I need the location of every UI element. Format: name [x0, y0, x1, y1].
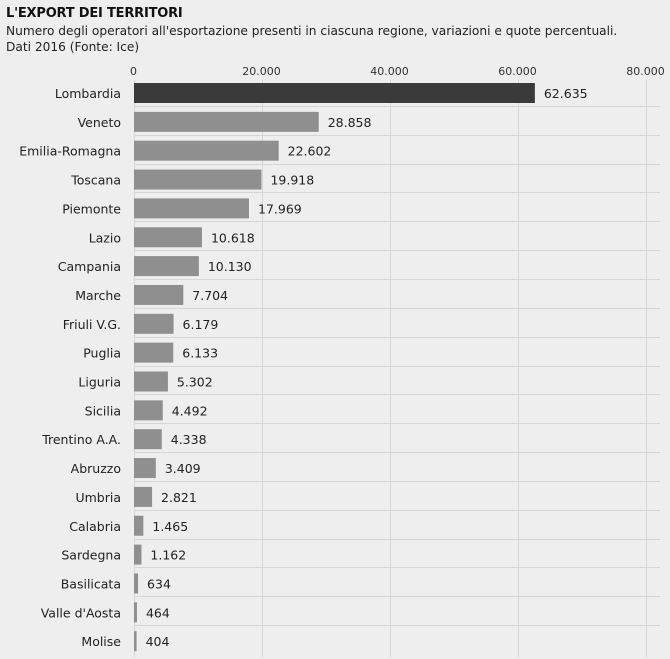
bar: [134, 631, 137, 652]
x-tick-label: 60.000: [498, 65, 537, 78]
x-tick-label: 80.000: [626, 65, 665, 78]
value-label: 1.465: [152, 519, 188, 534]
subtitle-line-1: Numero degli operatori all'esportazione …: [6, 24, 618, 38]
grid-lines: [134, 80, 660, 657]
x-tick-label: 40.000: [370, 65, 409, 78]
value-label: 28.858: [328, 115, 372, 130]
category-label: Lazio: [89, 230, 121, 245]
category-label: Trentino A.A.: [41, 432, 121, 447]
category-label: Piemonte: [62, 201, 121, 216]
value-label: 17.969: [258, 201, 302, 216]
value-label: 10.130: [208, 259, 252, 274]
subtitle-line-2: Dati 2016 (Fonte: Ice): [6, 40, 140, 54]
value-label: 62.635: [544, 86, 588, 101]
category-label: Toscana: [70, 173, 121, 188]
bar: [134, 111, 319, 132]
bar: [134, 256, 199, 277]
category-label: Abruzzo: [71, 461, 121, 476]
category-label: Basilicata: [61, 576, 121, 591]
value-label: 1.162: [150, 548, 186, 563]
category-label: Puglia: [83, 346, 121, 361]
category-label: Sardegna: [61, 548, 121, 563]
value-label: 5.302: [177, 375, 213, 390]
bar: [134, 458, 156, 479]
value-label: 22.602: [288, 144, 332, 159]
value-label: 4.338: [171, 432, 207, 447]
value-label: 2.821: [161, 490, 197, 505]
bar: [134, 140, 279, 161]
bar: [134, 544, 142, 565]
value-label: 404: [146, 634, 170, 649]
bar: [134, 400, 163, 421]
category-label: Valle d'Aosta: [41, 605, 121, 620]
category-label: Liguria: [78, 375, 121, 390]
bar: [134, 602, 137, 623]
category-label: Sicilia: [85, 403, 121, 418]
bar: [134, 284, 184, 305]
bar: [134, 371, 168, 392]
value-label: 4.492: [172, 403, 208, 418]
bar: [134, 429, 162, 450]
value-label: 464: [146, 605, 170, 620]
x-tick-label: 20.000: [242, 65, 281, 78]
bar: [134, 83, 535, 103]
category-label: Veneto: [78, 115, 121, 130]
bar: [134, 198, 250, 219]
value-label: 19.918: [270, 173, 314, 188]
bar: [134, 515, 144, 536]
bar: [134, 486, 153, 507]
chart-title: L'EXPORT DEI TERRITORI: [6, 6, 183, 21]
value-label: 10.618: [211, 230, 255, 245]
category-label: Emilia-Romagna: [19, 144, 121, 159]
value-label: 6.179: [183, 317, 219, 332]
bar: [134, 342, 174, 363]
category-label: Campania: [58, 259, 121, 274]
x-tick-label: 0: [130, 65, 137, 78]
x-axis-ticks: 0 20.000 40.000 60.000 80.000: [130, 65, 665, 78]
value-label: 7.704: [192, 288, 228, 303]
bar: [134, 227, 202, 248]
category-label: Marche: [75, 288, 121, 303]
category-label: Umbria: [75, 490, 121, 505]
category-label: Molise: [81, 634, 121, 649]
category-label: Friuli V.G.: [63, 317, 121, 332]
category-label: Lombardia: [55, 86, 121, 101]
category-label: Calabria: [69, 519, 121, 534]
bars: Lombardia 62.635 Veneto 28.858 Emilia-Romagn…: [19, 83, 588, 652]
value-label: 3.409: [165, 461, 201, 476]
value-label: 6.133: [182, 346, 218, 361]
bar: [134, 313, 174, 334]
bar: [134, 573, 139, 594]
value-label: 634: [147, 576, 171, 591]
bar: [134, 169, 262, 190]
chart-subtitle: Numero degli operatori all'esportazione …: [6, 23, 617, 55]
